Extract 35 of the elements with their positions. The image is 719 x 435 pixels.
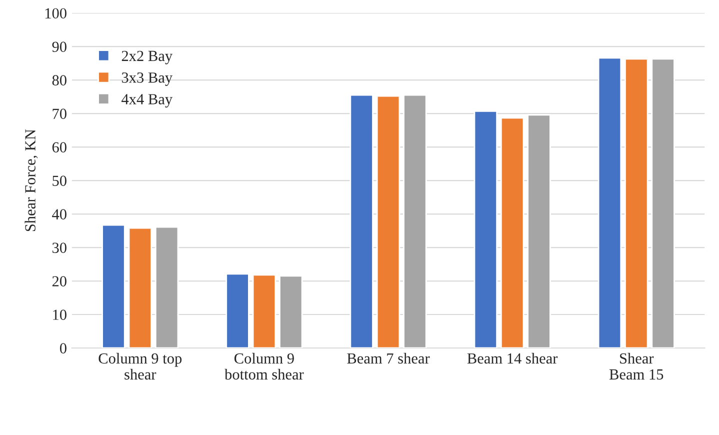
- bar: [527, 114, 551, 348]
- x-tick-label: Beam 7 shear: [347, 352, 430, 364]
- y-tick-label: 60: [52, 142, 66, 152]
- y-tick-label: 90: [52, 42, 66, 52]
- bar: [128, 227, 152, 348]
- y-axis-title: Shear Force, KN: [24, 129, 38, 232]
- y-tick-label: 10: [53, 310, 66, 320]
- legend-label: 2x2 Bay: [122, 50, 173, 64]
- legend-label: 3x3 Bay: [122, 72, 173, 86]
- legend-label: 4x4 Bay: [122, 94, 173, 108]
- x-tick-label: Shear Beam 15: [609, 352, 664, 380]
- bar: [403, 94, 427, 348]
- bar: [252, 274, 276, 348]
- bar: [474, 110, 498, 348]
- bar: [500, 117, 524, 348]
- x-tick-label: Column 9 bottom shear: [224, 352, 304, 380]
- bar: [102, 224, 126, 348]
- bar: [624, 58, 648, 348]
- bar: [651, 58, 675, 348]
- bar: [350, 94, 374, 348]
- bar: [376, 95, 400, 348]
- y-tick-label: 20: [52, 276, 66, 286]
- y-tick-label: 30: [52, 242, 66, 253]
- bar: [598, 57, 622, 348]
- bar: [279, 275, 303, 348]
- bar: [154, 226, 179, 348]
- y-tick-label: 0: [60, 343, 66, 354]
- y-tick-label: 50: [52, 176, 66, 186]
- y-tick-label: 70: [52, 108, 66, 119]
- y-tick-label: 100: [45, 8, 66, 18]
- y-tick-label: 40: [52, 209, 66, 220]
- x-tick-label: Column 9 top shear: [98, 352, 182, 380]
- y-tick-label: 80: [52, 75, 66, 86]
- x-tick-label: Beam 14 shear: [467, 352, 558, 364]
- bar: [226, 273, 250, 348]
